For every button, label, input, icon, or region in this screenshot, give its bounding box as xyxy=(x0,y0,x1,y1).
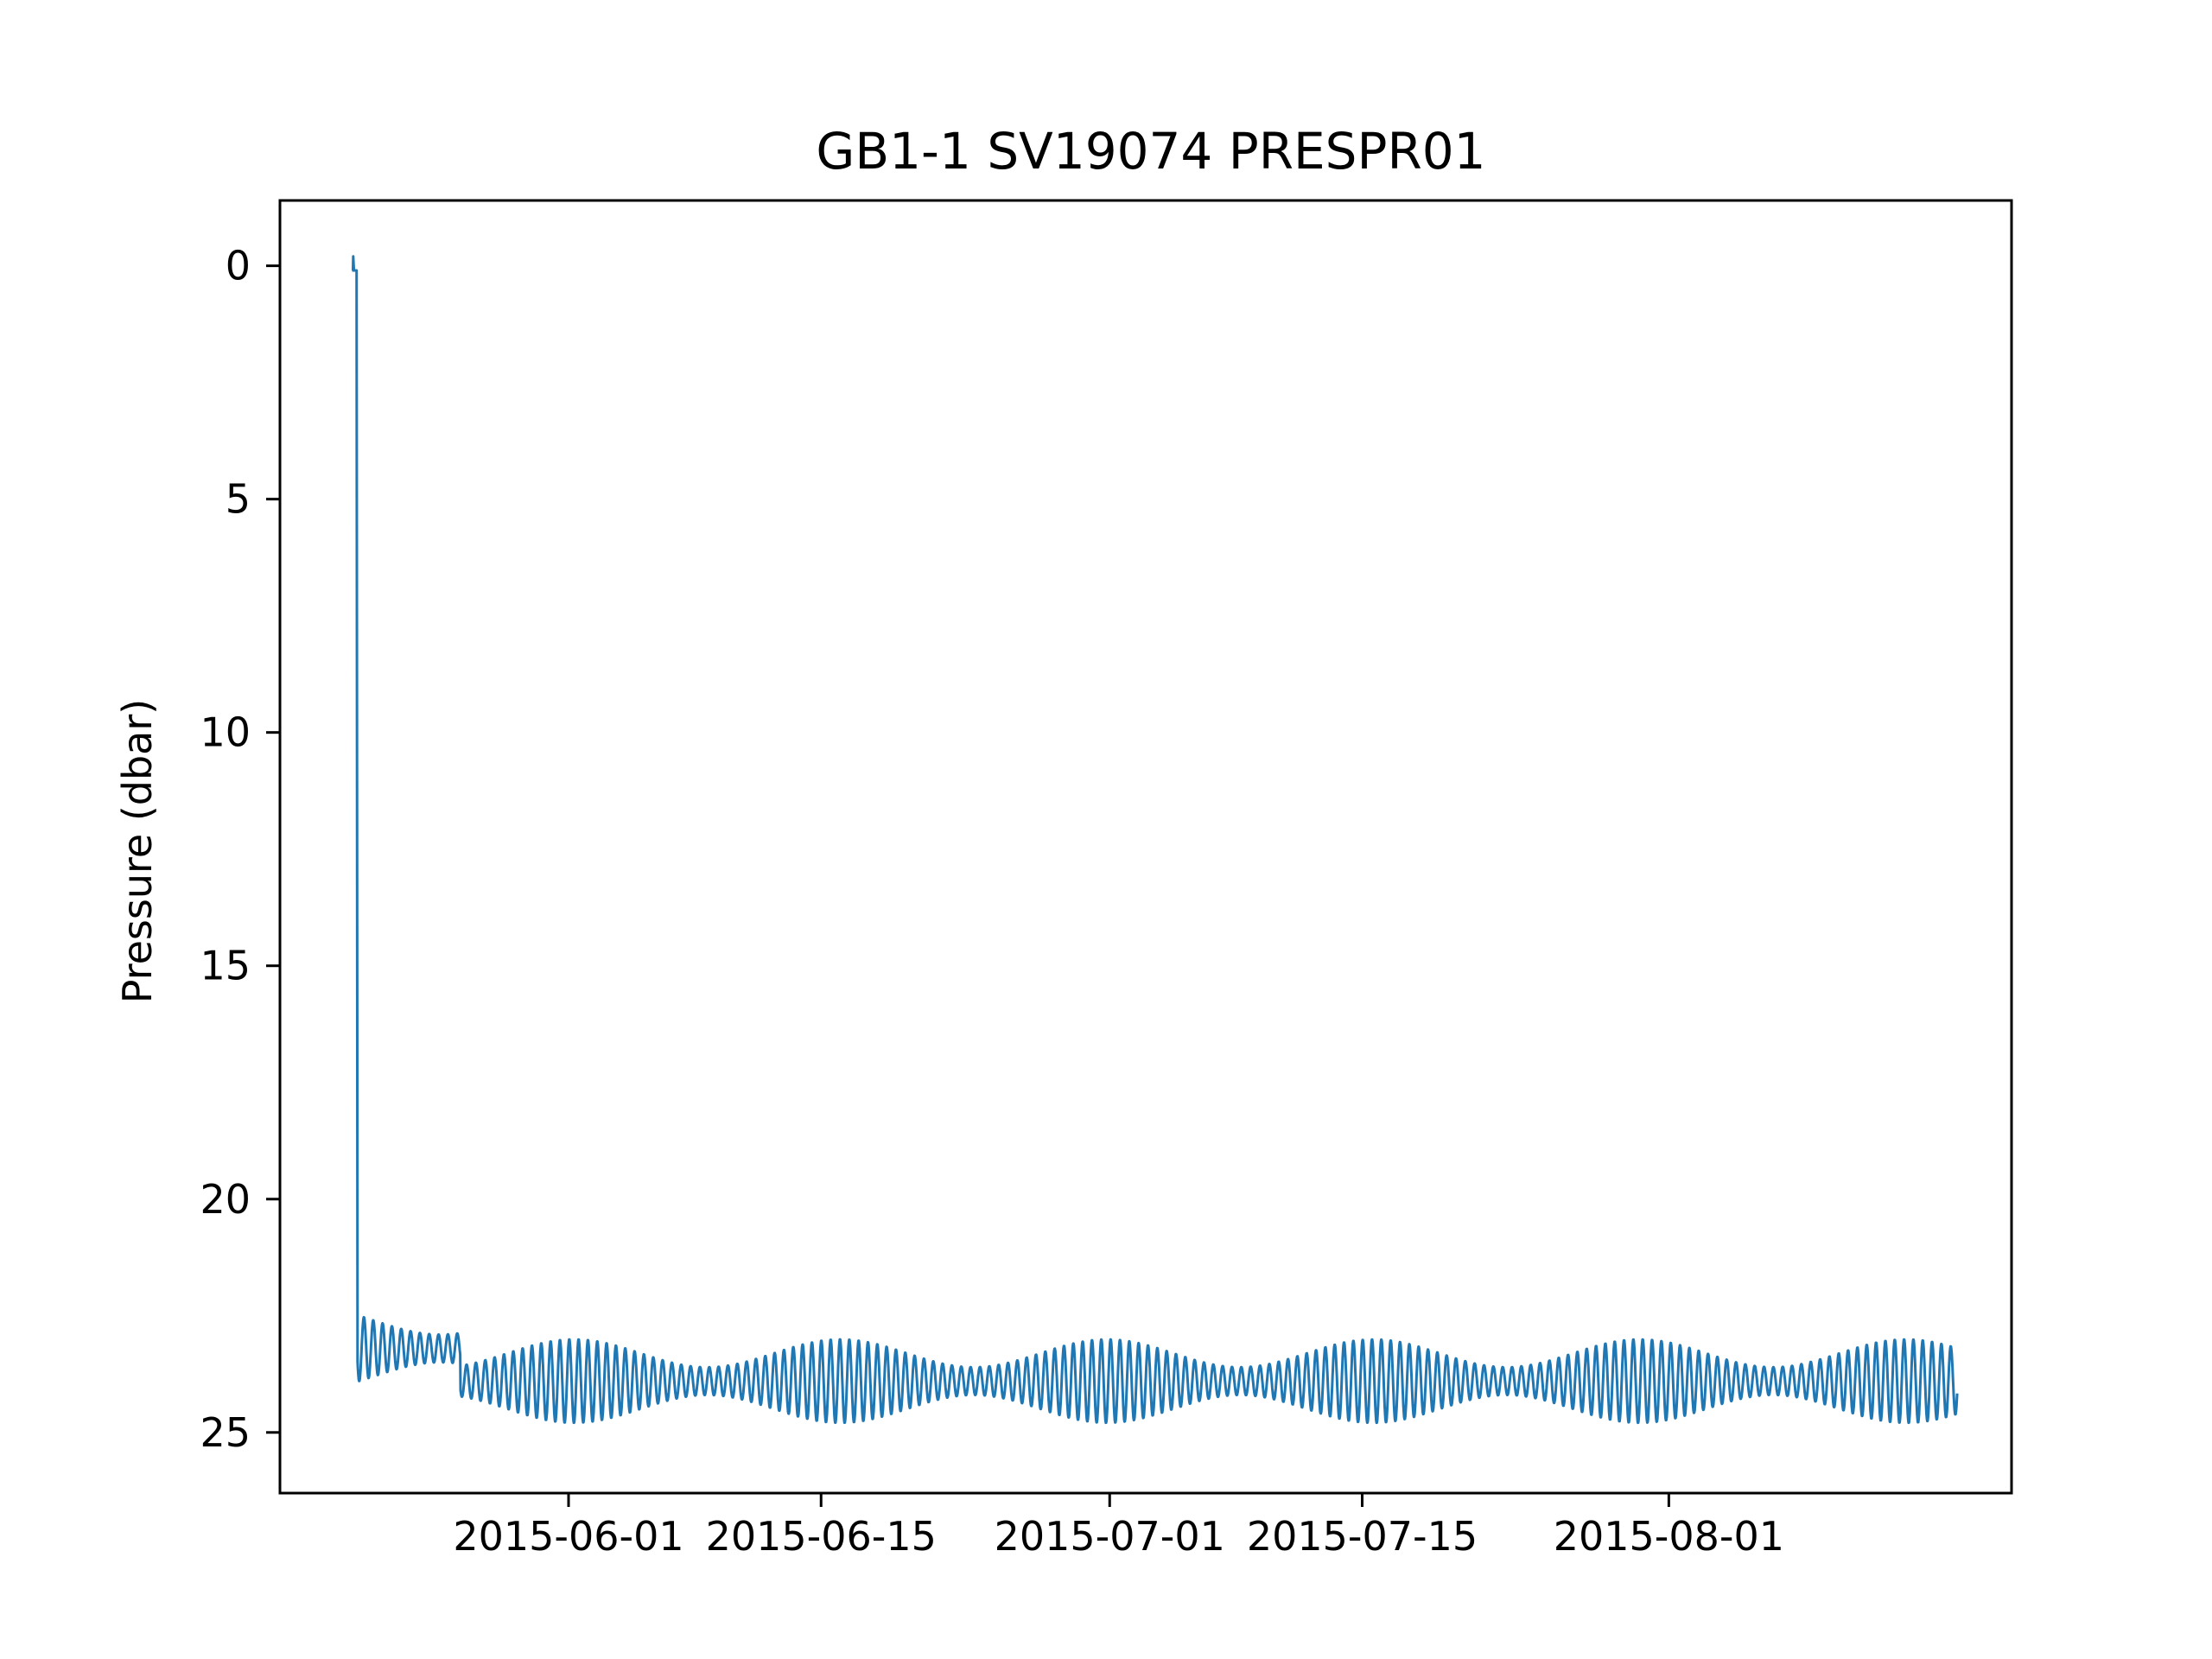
pressure-series-line xyxy=(352,255,1959,1425)
x-tick-label: 2015-08-01 xyxy=(1554,1513,1784,1560)
plot-area xyxy=(352,255,1959,1425)
y-tick-label: 25 xyxy=(200,1409,251,1456)
y-tick-label: 10 xyxy=(200,709,251,756)
x-tick-label: 2015-06-15 xyxy=(706,1513,937,1560)
y-tick-label: 5 xyxy=(226,476,251,523)
y-tick-label: 15 xyxy=(200,943,251,989)
x-tick-label: 2015-07-15 xyxy=(1247,1513,1478,1560)
y-tick-label: 20 xyxy=(200,1176,251,1223)
x-tick-label: 2015-07-01 xyxy=(995,1513,1225,1560)
plot-frame xyxy=(278,199,2013,1495)
x-axis: 2015-06-01 2015-06-15 2015-07-01 2015-07-15… xyxy=(453,1493,1784,1560)
y-tick-label: 0 xyxy=(226,243,251,289)
y-axis-label: Pressure (dbar) xyxy=(114,699,161,1003)
y-axis: 0 5 10 15 20 25 xyxy=(200,243,280,1456)
x-tick-label: 2015-06-01 xyxy=(453,1513,683,1560)
chart-title: GB1-1 SV19074 PRESPR01 xyxy=(816,122,1485,181)
